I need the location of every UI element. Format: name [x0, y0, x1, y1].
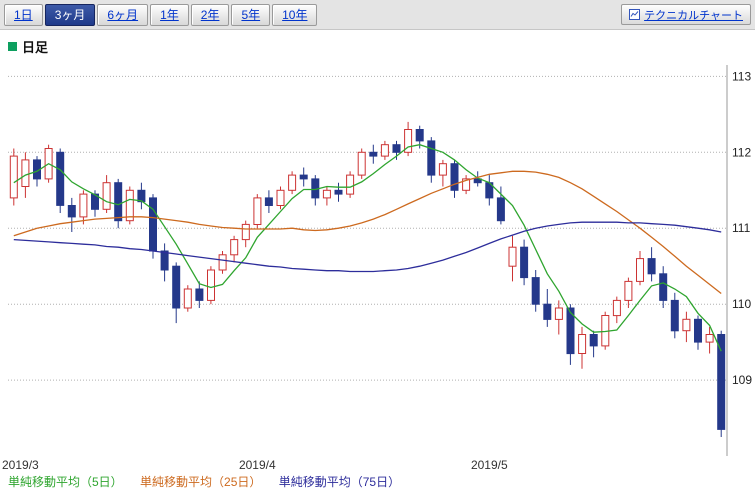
- tab-6months[interactable]: 6ヶ月: [97, 3, 149, 26]
- tab-3months[interactable]: 3ヶ月: [44, 3, 96, 26]
- chart-title: 日足: [0, 30, 755, 57]
- legend-sma25: 単純移動平均（25日）: [140, 475, 262, 489]
- technical-chart-button[interactable]: テクニカルチャート: [621, 4, 751, 25]
- candles-group: [9, 121, 726, 437]
- x-tick-label: 2019/4: [239, 458, 276, 471]
- x-tick-label: 2019/5: [471, 458, 508, 471]
- technical-chart-label: テクニカルチャート: [644, 9, 743, 22]
- sma75-line: [13, 221, 722, 273]
- sma5-line: [13, 144, 722, 352]
- chart-icon: [629, 9, 641, 20]
- sma25-line: [13, 170, 722, 295]
- y-tick-label: 109: [732, 373, 752, 387]
- chart-legend: 単純移動平均（5日） 単純移動平均（25日） 単純移動平均（75日）: [0, 471, 755, 490]
- y-tick-label: 113: [732, 69, 751, 83]
- legend-sma5: 単純移動平均（5日）: [8, 475, 123, 489]
- tab-1year[interactable]: 1年: [150, 3, 189, 26]
- tab-10years[interactable]: 10年: [272, 3, 318, 26]
- tab-1day[interactable]: 1日: [4, 3, 43, 26]
- legend-sma75: 単純移動平均（75日）: [278, 475, 401, 489]
- period-tabs: 1日 3ヶ月 6ヶ月 1年 2年 5年 10年: [4, 3, 318, 26]
- x-tick-label: 2019/3: [2, 458, 39, 471]
- candlestick-chart: 113 112 111 110 109 2019/3 2019/4 2019/5: [2, 65, 752, 471]
- title-bullet-icon: [8, 42, 17, 51]
- y-tick-label: 110: [732, 297, 751, 311]
- y-tick-label: 112: [732, 145, 751, 159]
- tab-5years[interactable]: 5年: [231, 3, 271, 26]
- y-tick-label: 111: [732, 221, 751, 235]
- chart-title-text: 日足: [22, 40, 49, 55]
- tab-2years[interactable]: 2年: [190, 3, 230, 26]
- period-toolbar: 1日 3ヶ月 6ヶ月 1年 2年 5年 10年 テクニカルチャート: [0, 0, 755, 30]
